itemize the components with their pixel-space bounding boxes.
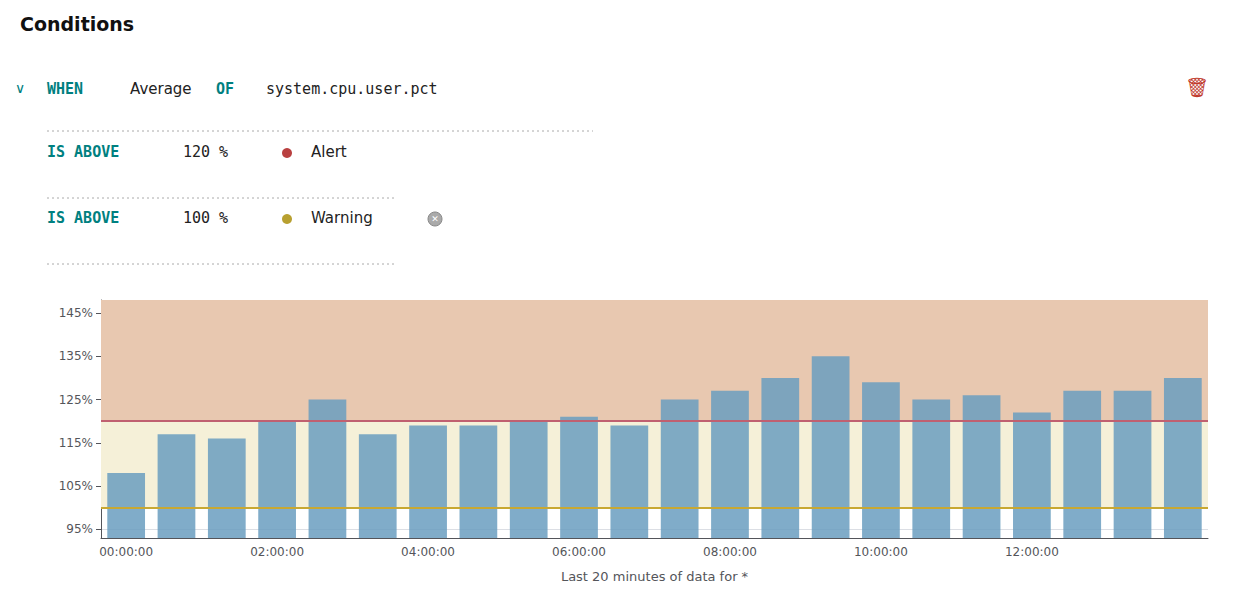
- svg-text:∨: ∨: [15, 80, 25, 96]
- svg-text:OF: OF: [216, 80, 234, 98]
- svg-text:Last 20 minutes of data for *: Last 20 minutes of data for *: [561, 569, 749, 584]
- svg-text:system.cpu.user.pct: system.cpu.user.pct: [266, 80, 438, 98]
- svg-text:Conditions: Conditions: [20, 13, 134, 35]
- svg-text:105%: 105%: [59, 479, 93, 493]
- svg-text:115%: 115%: [59, 436, 93, 450]
- svg-text:00:00:00: 00:00:00: [99, 545, 153, 559]
- svg-text:Warning: Warning: [311, 209, 373, 227]
- svg-text:120 %: 120 %: [183, 143, 228, 161]
- svg-text:10:00:00: 10:00:00: [854, 545, 908, 559]
- svg-text:Average: Average: [130, 80, 192, 98]
- svg-text:145%: 145%: [59, 306, 93, 320]
- svg-text:✕: ✕: [431, 214, 439, 224]
- svg-text:06:00:00: 06:00:00: [552, 545, 606, 559]
- svg-text:135%: 135%: [59, 349, 93, 363]
- svg-text:IS ABOVE: IS ABOVE: [47, 143, 119, 161]
- svg-text:100 %: 100 %: [183, 209, 228, 227]
- svg-text:IS ABOVE: IS ABOVE: [47, 209, 119, 227]
- svg-text:02:00:00: 02:00:00: [250, 545, 304, 559]
- svg-text:WHEN: WHEN: [47, 80, 83, 98]
- svg-text:04:00:00: 04:00:00: [401, 545, 455, 559]
- svg-text:🗑: 🗑: [1185, 76, 1209, 98]
- svg-text:Alert: Alert: [311, 143, 347, 161]
- svg-text:08:00:00: 08:00:00: [703, 545, 757, 559]
- svg-text:95%: 95%: [66, 522, 93, 536]
- svg-text:12:00:00: 12:00:00: [1005, 545, 1059, 559]
- svg-text:125%: 125%: [59, 393, 93, 407]
